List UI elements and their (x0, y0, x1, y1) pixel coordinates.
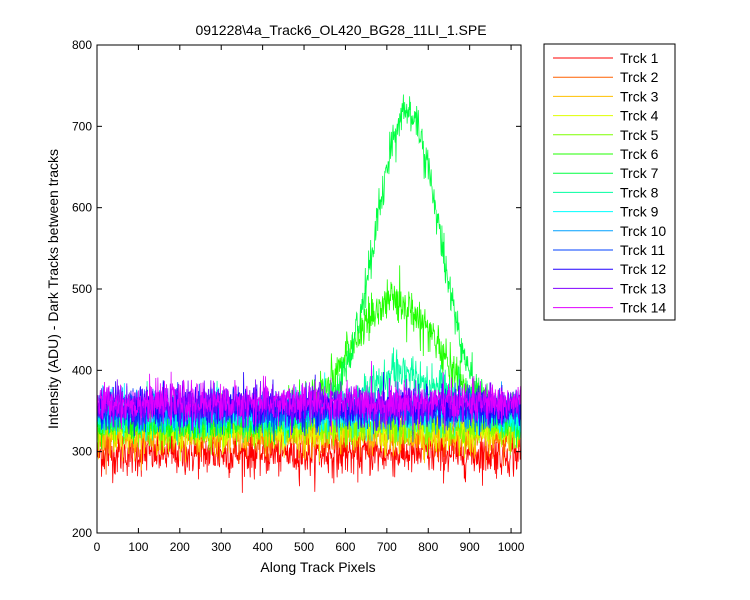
y-axis-label: Intensity (ADU) - Dark Tracks between tr… (45, 149, 61, 429)
x-tick-label: 700 (377, 540, 397, 554)
x-tick-label: 600 (335, 540, 355, 554)
legend-label: Trck 13 (620, 280, 666, 296)
legend-label: Trck 14 (620, 300, 666, 316)
legend-label: Trck 8 (620, 184, 659, 200)
x-tick-label: 300 (211, 540, 231, 554)
legend-label: Trck 6 (620, 146, 659, 162)
legend-label: Trck 5 (620, 127, 659, 143)
legend-items: Trck 1 Trck 2 Trck 3 Trck 4 Trck 5 Trck 6 Trck… (553, 50, 666, 316)
legend-label: Trck 3 (620, 88, 659, 104)
legend-label: Trck 1 (620, 50, 659, 66)
x-axis-ticks: 0 100 200 300 400 500 600 700 800 900 1000 (94, 45, 525, 554)
y-axis-ticks: 200 300 400 500 600 700 800 (72, 38, 521, 540)
y-tick-label: 300 (72, 445, 92, 459)
x-tick-label: 200 (170, 540, 190, 554)
series-layer (97, 94, 522, 493)
x-tick-label: 100 (128, 540, 148, 554)
x-tick-label: 1000 (498, 540, 525, 554)
y-tick-label: 800 (72, 38, 92, 52)
x-tick-label: 900 (460, 540, 480, 554)
legend-label: Trck 4 (620, 108, 659, 124)
plot-area: 0 100 200 300 400 500 600 700 800 900 1000 200 300 4… (72, 38, 525, 554)
x-tick-label: 500 (294, 540, 314, 554)
y-tick-label: 700 (72, 119, 92, 133)
x-axis-label: Along Track Pixels (260, 559, 375, 575)
y-tick-label: 400 (72, 363, 92, 377)
legend-box (543, 43, 676, 321)
legend: Trck 1 Trck 2 Trck 3 Trck 4 Trck 5 Trck 6 Trck… (543, 43, 676, 321)
x-tick-label: 400 (253, 540, 273, 554)
legend-label: Trck 12 (620, 261, 666, 277)
legend-label: Trck 9 (620, 204, 659, 220)
legend-label: Trck 10 (620, 223, 666, 239)
legend-label: Trck 11 (620, 242, 665, 258)
legend-label: Trck 7 (620, 165, 659, 181)
y-tick-label: 600 (72, 201, 92, 215)
y-tick-label: 200 (72, 526, 92, 540)
x-tick-label: 0 (94, 540, 101, 554)
series-line (97, 361, 522, 433)
y-tick-label: 500 (72, 282, 92, 296)
x-tick-label: 800 (418, 540, 438, 554)
chart-title: 091228\4a_Track6_OL420_BG28_11LI_1.SPE (195, 22, 486, 38)
legend-label: Trck 2 (620, 69, 659, 85)
